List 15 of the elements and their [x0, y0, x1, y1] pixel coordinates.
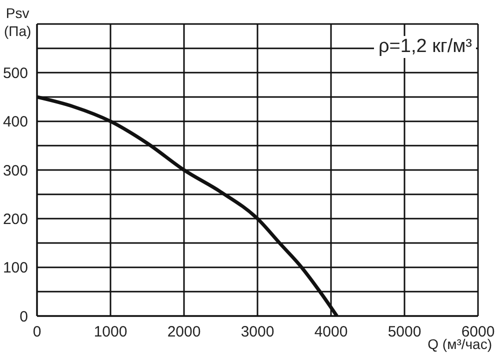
x-axis-title: Q (м³/час) [428, 336, 492, 352]
x-tick-label: 5000 [388, 324, 422, 341]
y-tick-label: 300 [2, 162, 28, 180]
x-tick-label: 2000 [167, 324, 201, 341]
x-tick-label: 3000 [240, 324, 274, 341]
x-tick-label: 0 [32, 324, 42, 341]
y-tick-label: 100 [2, 260, 28, 277]
y-tick-label: 500 [2, 64, 28, 82]
y-tick-label: 200 [2, 210, 28, 228]
annotation: ρ=1,2 кг/м³ [374, 36, 476, 58]
y-tick-label: 0 [20, 308, 28, 326]
x-tick-label: 1000 [94, 324, 128, 341]
y-tick-label: 400 [2, 114, 28, 131]
y-axis-title: Psv (Па) [4, 4, 32, 40]
x-tick-label: 4000 [314, 324, 348, 341]
